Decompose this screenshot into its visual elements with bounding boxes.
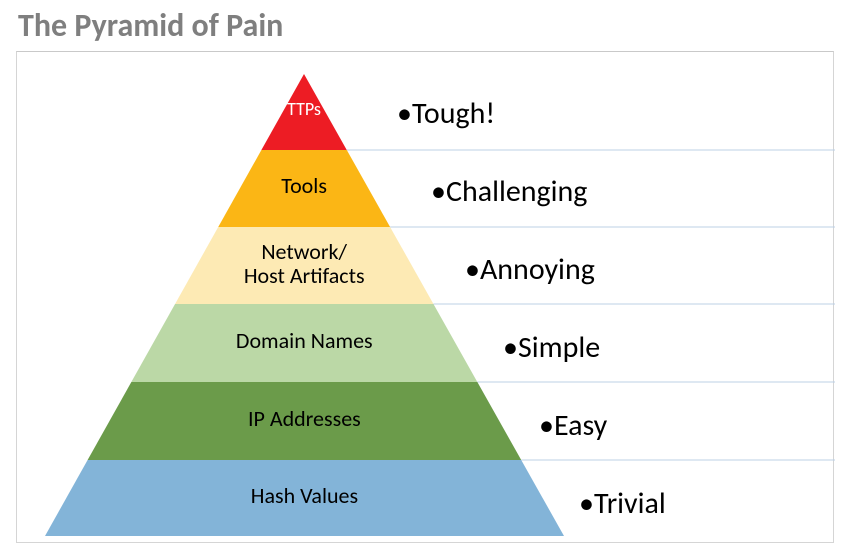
layer-label-1: Tools: [240, 174, 369, 198]
layer-label-0: TTPs: [283, 100, 326, 120]
layer-description-0: •Tough!: [397, 95, 495, 132]
layer-label-2: Network/Host Artifacts: [197, 240, 412, 288]
layer-label-3: Domain Names: [153, 329, 455, 353]
layer-description-4: •Easy: [539, 407, 607, 444]
layer-description-5: •Trivial: [579, 485, 666, 522]
page-title: The Pyramid of Pain: [0, 0, 850, 47]
layer-description-2: •Annoying: [465, 251, 595, 288]
layer-label-5: Hash Values: [66, 484, 542, 508]
layer-description-3: •Simple: [503, 329, 600, 366]
diagram-frame: TTPs •Tough! Tools •Challenging Network/Host…: [16, 51, 834, 543]
layer-description-1: •Challenging: [431, 173, 587, 210]
layer-label-4: IP Addresses: [109, 407, 499, 431]
